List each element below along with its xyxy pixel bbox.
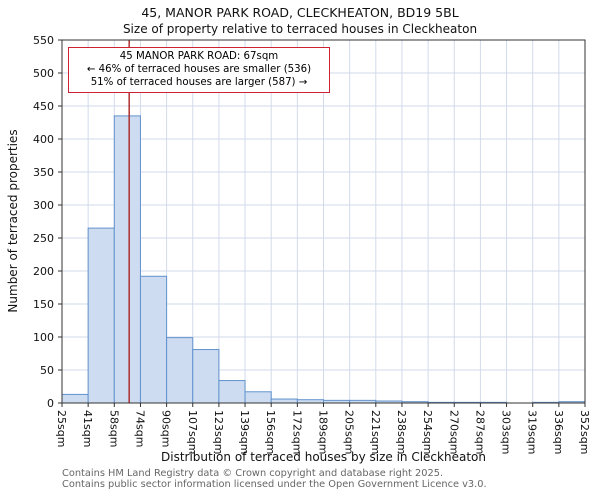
svg-text:287sqm: 287sqm: [473, 410, 486, 454]
chart-subtitle: Size of property relative to terraced ho…: [122, 22, 478, 36]
svg-text:25sqm: 25sqm: [55, 410, 68, 447]
svg-text:350: 350: [33, 166, 54, 179]
svg-text:250: 250: [33, 232, 54, 245]
svg-text:74sqm: 74sqm: [133, 410, 146, 447]
svg-text:100: 100: [33, 331, 54, 344]
svg-text:400: 400: [33, 133, 54, 146]
svg-text:221sqm: 221sqm: [369, 410, 382, 454]
svg-text:336sqm: 336sqm: [552, 410, 565, 454]
svg-text:156sqm: 156sqm: [264, 410, 277, 454]
chart-title: 45, MANOR PARK ROAD, CLECKHEATON, BD19 5…: [141, 5, 459, 20]
svg-text:200: 200: [33, 265, 54, 278]
svg-text:123sqm: 123sqm: [212, 410, 225, 454]
svg-text:189sqm: 189sqm: [317, 410, 330, 454]
footer-line-1: Contains HM Land Registry data © Crown c…: [62, 468, 444, 479]
marker-annotation: 45 MANOR PARK ROAD: 67sqm ← 46% of terra…: [68, 47, 330, 94]
x-axis-title: Distribution of terraced houses by size …: [161, 450, 486, 464]
svg-text:139sqm: 139sqm: [238, 410, 251, 454]
marker-annotation-larger: 51% of terraced houses are larger (587) …: [90, 76, 308, 88]
svg-text:50: 50: [40, 364, 54, 377]
svg-text:90sqm: 90sqm: [160, 410, 173, 447]
svg-text:0: 0: [47, 397, 54, 410]
svg-text:303sqm: 303sqm: [500, 410, 513, 454]
svg-text:352sqm: 352sqm: [578, 410, 591, 454]
title-block: 45, MANOR PARK ROAD, CLECKHEATON, BD19 5…: [0, 5, 600, 37]
svg-text:58sqm: 58sqm: [107, 410, 120, 447]
svg-text:238sqm: 238sqm: [395, 410, 408, 454]
svg-text:270sqm: 270sqm: [447, 410, 460, 454]
marker-annotation-title: 45 MANOR PARK ROAD: 67sqm: [119, 51, 279, 62]
svg-text:450: 450: [33, 100, 54, 113]
y-axis-title: Number of terraced properties: [6, 129, 20, 313]
svg-text:550: 550: [33, 34, 54, 47]
svg-text:300: 300: [33, 199, 54, 212]
svg-text:107sqm: 107sqm: [186, 410, 199, 454]
svg-text:41sqm: 41sqm: [81, 410, 94, 447]
svg-text:172sqm: 172sqm: [290, 410, 303, 454]
footer-line-2: Contains public sector information licen…: [62, 479, 487, 490]
svg-text:500: 500: [33, 67, 54, 80]
svg-text:205sqm: 205sqm: [343, 410, 356, 454]
marker-annotation-smaller: ← 46% of terraced houses are smaller (53…: [86, 63, 312, 75]
svg-text:150: 150: [33, 298, 54, 311]
svg-text:254sqm: 254sqm: [421, 410, 434, 454]
svg-text:319sqm: 319sqm: [526, 410, 539, 454]
footer: Contains HM Land Registry data © Crown c…: [62, 468, 487, 490]
